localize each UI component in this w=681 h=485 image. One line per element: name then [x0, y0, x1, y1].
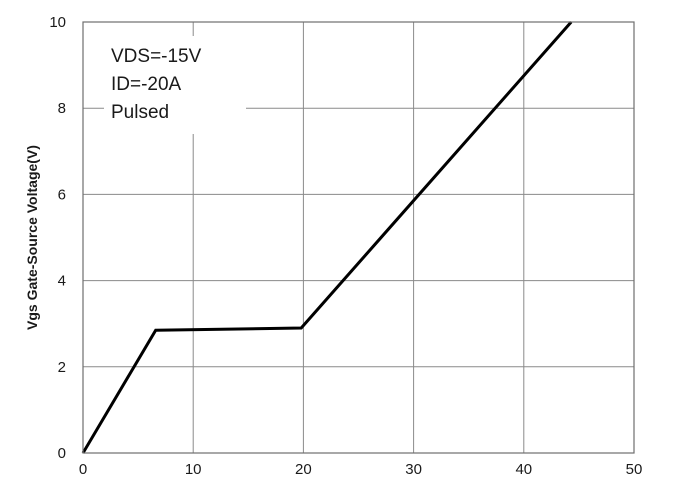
x-tick-label: 30: [405, 461, 422, 478]
annotation-box-layer: [104, 36, 246, 134]
x-tick-label: 10: [185, 461, 202, 478]
x-tick-label: 20: [295, 461, 312, 478]
plot-frame: [82, 21, 635, 454]
grid-lines: [83, 22, 634, 453]
y-tick-labels: 0 2 4 6 8 10: [49, 14, 66, 462]
annotation-text: VDS=-15V ID=-20A Pulsed: [111, 46, 202, 123]
y-tick-label: 2: [58, 359, 66, 376]
y-tick-label: 0: [58, 445, 66, 462]
x-tick-label: 40: [515, 461, 532, 478]
y-axis-title: Vgs Gate-Source Voltage(V): [24, 145, 40, 330]
annotation-line: Pulsed: [111, 102, 169, 123]
series-layer: [81, 21, 573, 454]
y-tick-label: 8: [58, 100, 66, 117]
annotation-box: [104, 36, 246, 134]
y-tick-label: 10: [49, 14, 66, 31]
y-tick-label: 6: [58, 186, 66, 203]
series-line: [81, 21, 573, 454]
y-tick-label: 4: [58, 273, 66, 290]
x-tick-label: 0: [79, 461, 87, 478]
annotation-line: VDS=-15V: [111, 46, 202, 67]
x-tick-label: 50: [626, 461, 643, 478]
annotation-line: ID=-20A: [111, 74, 182, 95]
x-tick-labels: 0 10 20 30 40 50: [79, 461, 643, 478]
